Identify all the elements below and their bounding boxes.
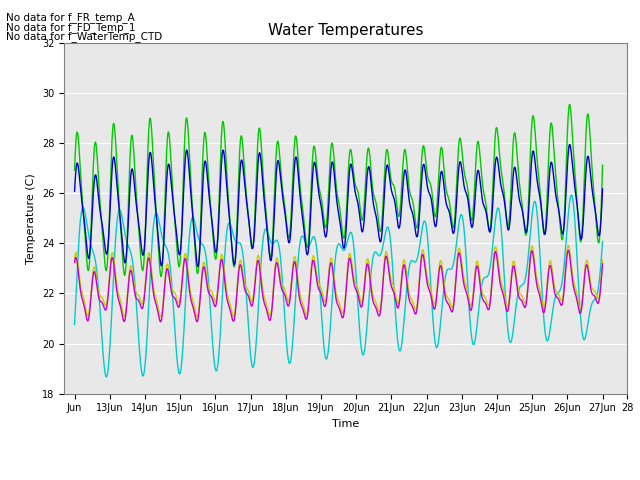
Y-axis label: Temperature (C): Temperature (C) <box>26 173 36 264</box>
Text: No data for f_FR_temp_A: No data for f_FR_temp_A <box>6 12 135 23</box>
Text: No data for f_WaterTemp_CTD: No data for f_WaterTemp_CTD <box>6 31 163 42</box>
Title: Water Temperatures: Water Temperatures <box>268 23 423 38</box>
Text: No data for f_FD_Temp_1: No data for f_FD_Temp_1 <box>6 22 136 33</box>
X-axis label: Time: Time <box>332 419 359 429</box>
